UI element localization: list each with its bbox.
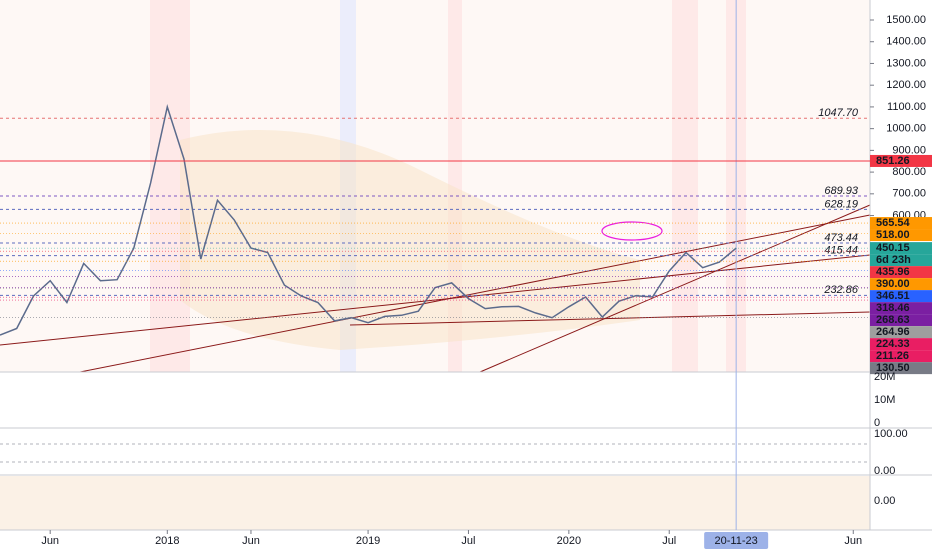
price-tag [870, 338, 932, 351]
pane-tint [0, 476, 870, 530]
price-tag-label: 130.50 [876, 362, 910, 374]
y-tick-label: 700.00 [892, 188, 926, 200]
price-tag [870, 350, 932, 363]
price-tag [870, 229, 932, 242]
price-tag [870, 362, 932, 375]
crosshair-label: 20-11-23 [715, 535, 758, 547]
x-tick-label: Jul [461, 535, 475, 547]
trend-line [79, 214, 871, 373]
price-tag [870, 266, 932, 279]
countdown-tag [870, 254, 932, 267]
y-tick-label: 1300.00 [886, 57, 926, 69]
x-tick-label: 2019 [356, 535, 380, 547]
price-tag-label: 318.46 [876, 302, 910, 314]
x-tick-label: Jul [662, 535, 676, 547]
countdown-label: 6d 23h [876, 254, 911, 266]
x-tick-label: 2020 [557, 535, 581, 547]
price-tag [870, 217, 932, 230]
price-tag-label: 450.15 [876, 242, 910, 254]
price-tag-label: 435.96 [876, 266, 910, 278]
pane-tick-label: 0.00 [874, 495, 895, 507]
price-tag-label: 565.54 [876, 217, 911, 229]
y-tick-label: 1400.00 [886, 36, 926, 48]
price-tag [870, 290, 932, 303]
price-tag-label: 224.33 [876, 338, 910, 350]
y-tick-label: 1200.00 [886, 79, 926, 91]
price-tag-label: 390.00 [876, 278, 910, 290]
x-tick-label: Jun [41, 535, 59, 547]
price-tag-label: 264.96 [876, 326, 910, 338]
level-label: 628.19 [824, 198, 858, 210]
pane-tick-label: 100.00 [874, 428, 908, 440]
price-tag-label: 268.63 [876, 314, 910, 326]
x-tick-label: Jun [242, 535, 260, 547]
highlight-ellipse [601, 221, 663, 241]
price-tag [870, 154, 932, 167]
x-tick-label: Jun [844, 535, 862, 547]
price-tag [870, 242, 932, 255]
price-tag [870, 326, 932, 339]
price-tag-label: 851.26 [876, 155, 910, 167]
session-band [672, 0, 698, 372]
level-label: 1047.70 [818, 107, 859, 119]
level-label: 689.93 [824, 185, 859, 197]
y-tick-label: 900.00 [892, 144, 926, 156]
pane-tick-label: 0.00 [874, 465, 895, 477]
level-label: 473.44 [824, 232, 858, 244]
level-label: 415.44 [824, 245, 858, 257]
trend-line [349, 311, 871, 326]
price-tag [870, 314, 932, 327]
price-tag [870, 278, 932, 291]
y-tick-label: 1000.00 [886, 123, 926, 135]
crosshair-tag [704, 532, 769, 549]
pane-tick-label: 10M [874, 394, 895, 406]
price-tag-label: 211.26 [876, 350, 909, 362]
pane-tick-label: 20M [874, 371, 895, 383]
y-tick-label: 800.00 [892, 166, 926, 178]
price-tag [870, 302, 932, 315]
price-line [0, 104, 737, 336]
price-tag-label: 518.00 [876, 229, 910, 241]
y-tick-label: 1100.00 [887, 101, 926, 113]
y-tick-label: 1500.00 [886, 14, 926, 26]
pane-tick-label: 0 [874, 417, 880, 429]
x-tick-label: 2018 [155, 535, 179, 547]
price-tag-label: 346.51 [876, 290, 910, 302]
level-label: 232.86 [823, 284, 859, 296]
